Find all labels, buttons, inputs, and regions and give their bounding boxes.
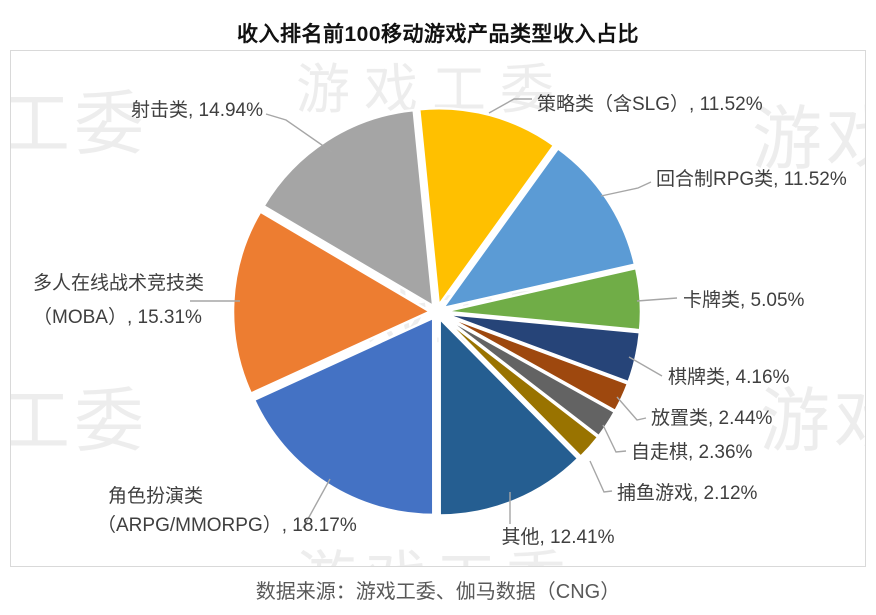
- watermark-text: 工委: [0, 382, 148, 460]
- label-leader-line: [488, 98, 532, 114]
- watermark-text: 游戏: [760, 382, 876, 460]
- pie-slice: [441, 147, 637, 310]
- slice-label: 多人在线战术竞技类: [33, 272, 204, 294]
- pie-slice: [438, 317, 580, 517]
- slice-label: 卡牌类, 5.05%: [683, 289, 805, 311]
- label-leader-line: [302, 478, 331, 529]
- label-leader-line: [589, 460, 613, 493]
- pie-slice: [417, 106, 556, 307]
- chart-title: 收入排名前100移动游戏产品类型收入占比: [236, 23, 640, 46]
- pie-slices: [231, 106, 643, 517]
- slice-label: （MOBA）, 15.31%: [33, 306, 202, 328]
- slice-label: 射击类, 14.94%: [131, 99, 263, 121]
- slice-label: 捕鱼游戏, 2.12%: [617, 482, 758, 504]
- label-leader-line: [600, 181, 652, 197]
- slice-labels: 策略类（含SLG）, 11.52% 回合制RPG类, 11.52% 卡牌类, 5.0…: [33, 93, 847, 548]
- watermark-text: 游戏: [752, 100, 876, 178]
- slice-label: 其他, 12.41%: [502, 526, 615, 548]
- slice-label: 回合制RPG类, 11.52%: [656, 168, 847, 190]
- pie-slice: [442, 312, 642, 384]
- chart-area-border: [10, 50, 866, 567]
- slice-label: 角色扮演类: [108, 485, 203, 507]
- leader-lines: [190, 98, 678, 529]
- slice-label: 策略类（含SLG）, 11.52%: [537, 93, 763, 115]
- slice-label: 棋牌类, 4.16%: [668, 366, 790, 388]
- data-source-note: 数据来源：游戏工委、伽马数据（CNG）: [255, 581, 621, 603]
- label-leader-line: [636, 297, 678, 302]
- label-leader-line: [616, 396, 647, 421]
- pie-slice: [442, 266, 643, 332]
- pie-slice: [440, 315, 600, 458]
- pie-slice: [262, 108, 435, 308]
- slice-label: 自走棋, 2.36%: [631, 441, 753, 463]
- slice-label: 放置类, 2.44%: [651, 407, 773, 429]
- watermark-text: 工委: [0, 85, 148, 163]
- label-leader-line: [628, 356, 663, 377]
- watermark-text: 游戏工委: [296, 546, 576, 613]
- label-leader-line: [602, 424, 627, 453]
- label-leader-line: [265, 113, 333, 153]
- slice-label: （ARPG/MMORPG）, 18.17%: [97, 514, 357, 536]
